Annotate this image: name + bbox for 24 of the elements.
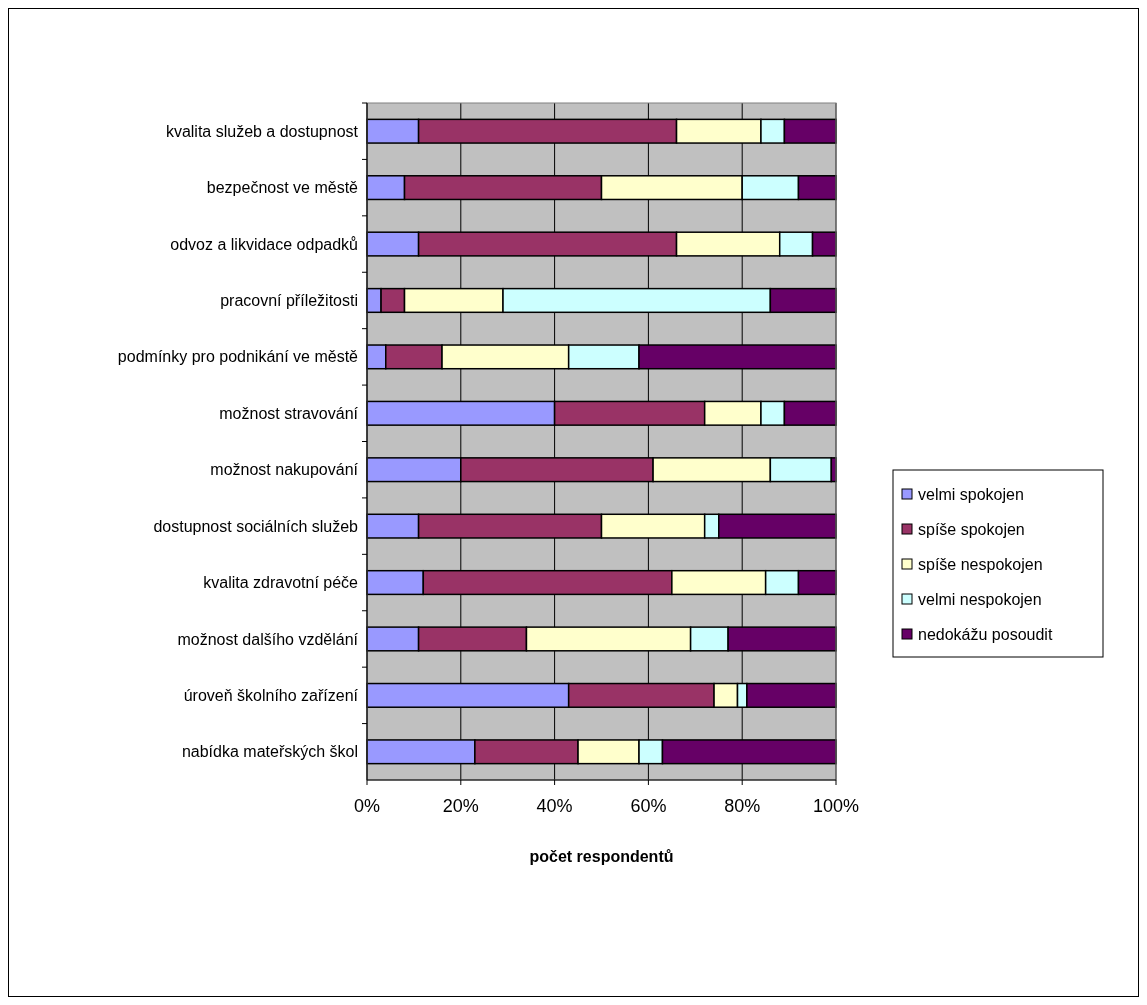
legend-label: spíše spokojen	[918, 520, 1025, 538]
x-tick-label: 40%	[536, 796, 573, 816]
x-tick-label: 80%	[724, 796, 761, 816]
y-tick-label: možnost nakupování	[210, 461, 359, 479]
legend-label: nedokážu posoudit	[918, 625, 1053, 643]
y-tick-label: odvoz a likvidace odpadků	[170, 235, 358, 253]
y-tick-label: pracovní příležitosti	[220, 292, 358, 310]
y-tick-label: dostupnost sociálních služeb	[153, 517, 359, 535]
y-tick-label: kvalita služeb a dostupnost	[165, 122, 359, 140]
legend-label: velmi spokojen	[918, 485, 1024, 503]
y-tick-label: možnost dalšího vzdělání	[177, 630, 359, 648]
x-axis-title: počet respondentů	[529, 848, 674, 865]
y-tick-label: nabídka mateřských škol	[181, 743, 358, 761]
x-tick-label: 100%	[812, 796, 860, 816]
legend-label: velmi nespokojen	[918, 590, 1042, 608]
y-tick-label: podmínky pro podnikání ve městě	[117, 348, 359, 366]
y-tick-label: možnost stravování	[219, 404, 359, 422]
y-tick-label: kvalita zdravotní péče	[203, 574, 359, 592]
y-tick-label: bezpečnost ve městě	[206, 179, 359, 197]
legend-label: spíše nespokojen	[918, 555, 1043, 573]
x-tick-label: 20%	[442, 796, 479, 816]
y-tick-label: úroveň školního zařízení	[183, 686, 359, 704]
x-tick-label: 60%	[630, 796, 667, 816]
x-tick-label: 0%	[353, 796, 381, 816]
